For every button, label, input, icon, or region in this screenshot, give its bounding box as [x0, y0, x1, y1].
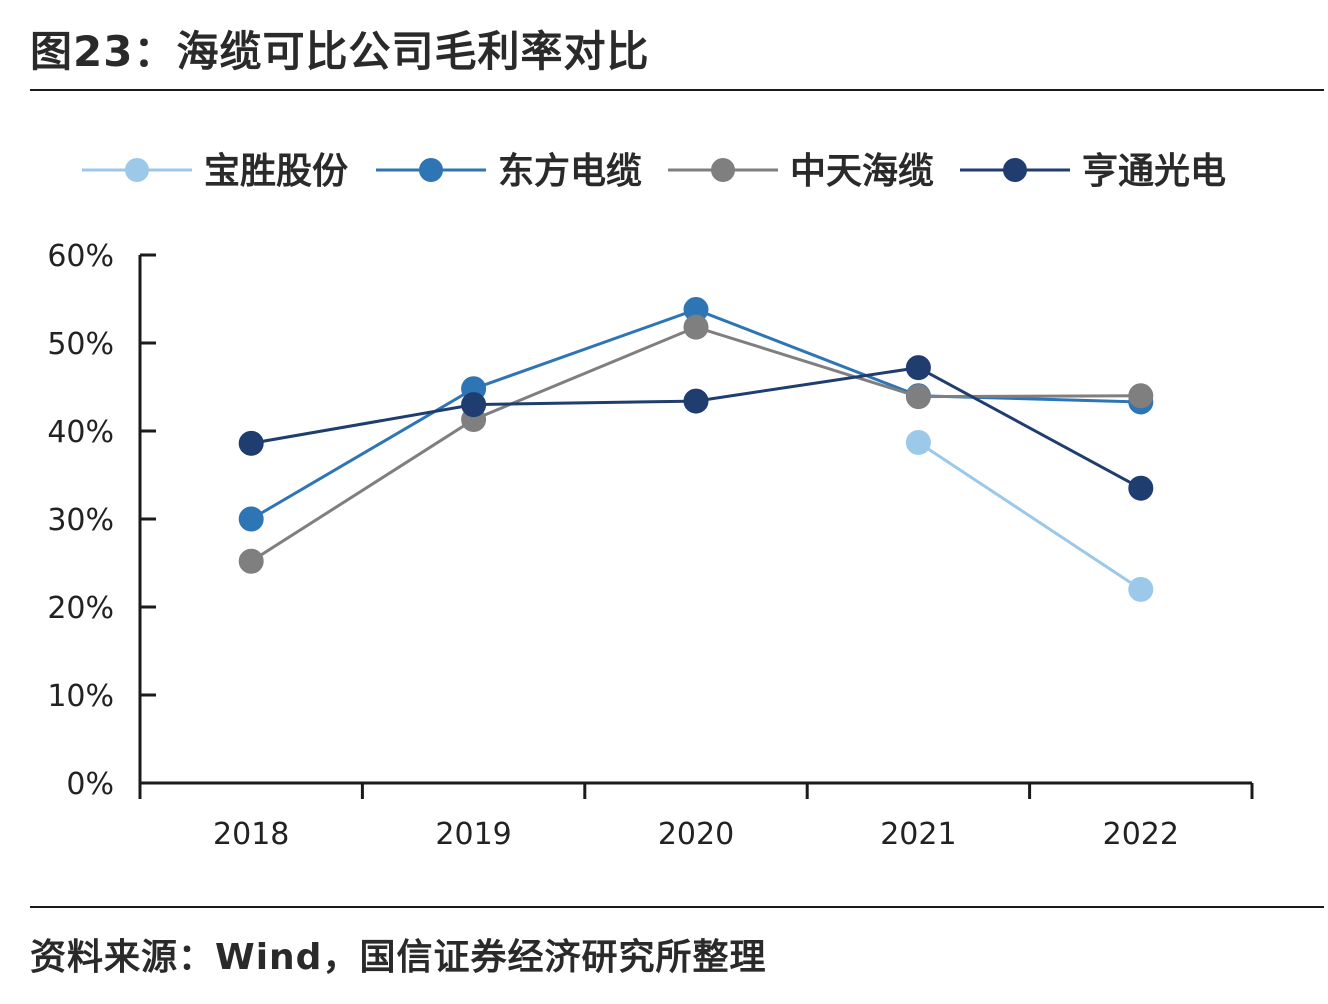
y-tick-label: 20%	[47, 591, 114, 626]
data-point	[1128, 475, 1154, 501]
data-point	[683, 314, 709, 340]
chart-axes: 0% 10% 20% 30% 40% 50% 60% 2018 2019 2020 2021 2022	[47, 239, 1254, 852]
data-point	[905, 384, 931, 410]
data-point	[238, 506, 264, 532]
y-tick-label: 50%	[47, 327, 114, 362]
legend-label: 宝胜股份	[204, 151, 348, 192]
y-tick-label: 40%	[47, 415, 114, 450]
data-point	[1128, 383, 1154, 409]
y-tick-label: 0%	[66, 767, 114, 802]
x-tick-label: 2022	[1103, 817, 1179, 852]
data-point	[683, 388, 709, 414]
x-tick-label: 2018	[213, 817, 289, 852]
x-tick-label: 2019	[435, 817, 511, 852]
data-point	[1128, 576, 1154, 602]
series-line	[250, 366, 1142, 490]
legend-label: 中天海缆	[790, 151, 934, 192]
legend-label: 东方电缆	[498, 151, 642, 192]
data-point	[905, 355, 931, 381]
y-tick-label: 30%	[47, 503, 114, 538]
source-divider	[30, 906, 1324, 908]
x-tick-label: 2020	[658, 817, 734, 852]
data-point	[238, 430, 264, 456]
y-tick-label: 10%	[47, 679, 114, 714]
source-note: 资料来源：Wind，国信证券经济研究所整理	[30, 937, 767, 978]
series-line	[917, 441, 1142, 591]
legend-swatch-marker	[125, 158, 149, 182]
legend-swatch-marker	[1003, 158, 1027, 182]
chart-legend: 宝胜股份 东方电缆 中天海缆 亨通光电	[82, 151, 1226, 192]
data-point	[238, 548, 264, 574]
legend-swatch-marker	[419, 158, 443, 182]
page-title: 图23：海缆可比公司毛利率对比	[30, 27, 650, 76]
chart-series	[238, 297, 1154, 602]
data-point	[461, 392, 487, 418]
title-divider	[30, 89, 1324, 91]
legend-swatch-marker	[711, 158, 735, 182]
series-line	[250, 325, 1141, 563]
data-point	[905, 429, 931, 455]
legend-label: 亨通光电	[1082, 151, 1226, 192]
x-tick-label: 2021	[880, 817, 956, 852]
y-tick-label: 60%	[47, 239, 114, 274]
